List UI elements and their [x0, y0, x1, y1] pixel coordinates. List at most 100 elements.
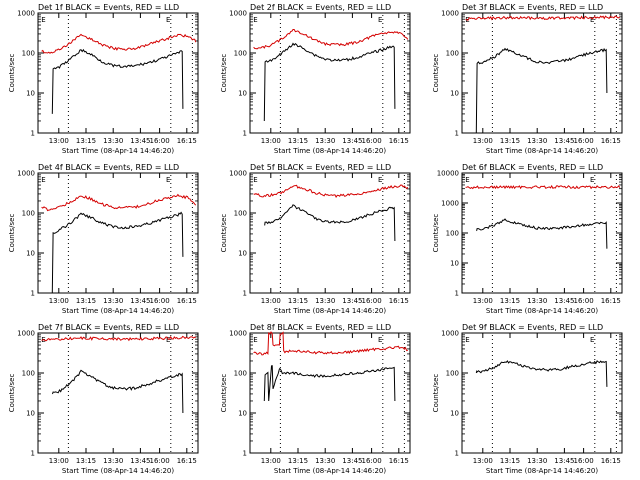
x-tick-label: 13:30: [103, 137, 123, 145]
x-tick-label: 13:15: [76, 137, 96, 145]
x-tick-label: 13:15: [288, 137, 308, 145]
lld-series-line: [253, 29, 409, 50]
y-tick-label: 10: [450, 260, 459, 268]
x-tick-label: 13:45: [342, 137, 362, 145]
x-tick-label: 13:00: [473, 137, 493, 145]
plot-frame: [249, 12, 411, 134]
x-tick-label: 13:00: [473, 457, 493, 465]
panel-title: Det 3f BLACK = Events, RED = LLD: [462, 3, 603, 12]
x-axis-label: Start Time (08-Apr-14 14:46:20): [486, 147, 598, 155]
y-tick-label: 10: [238, 250, 247, 258]
y-axis-label: Counts/sec: [220, 54, 228, 93]
y-tick-label: 100: [22, 370, 35, 378]
y-tick-label: 10: [238, 90, 247, 98]
panel-title: Det 2f BLACK = Events, RED = LLD: [250, 3, 391, 12]
panel-6: Det 6f BLACK = Events, RED = LLD Counts/s…: [432, 163, 623, 315]
y-tick-label: 1000: [229, 170, 247, 178]
x-tick-label: 13:45: [130, 297, 150, 305]
panel-title: Det 7f BLACK = Events, RED = LLD: [38, 323, 179, 332]
x-tick-label: 13:15: [500, 137, 520, 145]
x-tick-label: 16:15: [177, 457, 197, 465]
events-series-line: [264, 204, 396, 242]
x-tick-label: 16:15: [601, 297, 621, 305]
e-marker: E: [378, 16, 382, 24]
plot-frame: [249, 172, 411, 294]
x-tick-label: 13:30: [103, 297, 123, 305]
x-tick-label: 16:00: [362, 137, 382, 145]
x-axis-label: Start Time (08-Apr-14 14:46:20): [62, 307, 174, 315]
x-tick-label: 16:15: [601, 457, 621, 465]
x-tick-label: 16:00: [574, 137, 594, 145]
panel-1: Det 1f BLACK = Events, RED = LLD Counts/s…: [8, 3, 199, 155]
y-tick-label: 1000: [441, 200, 459, 208]
y-tick-label: 100: [234, 210, 247, 218]
e-marker: E: [378, 336, 382, 344]
x-tick-label: 13:15: [288, 457, 308, 465]
lld-series-line: [253, 184, 409, 198]
y-tick-label: 100: [234, 50, 247, 58]
panel-9: Det 9f BLACK = Events, RED = LLD Counts/s…: [432, 323, 623, 475]
x-tick-label: 16:00: [574, 457, 594, 465]
x-tick-label: 16:00: [362, 457, 382, 465]
y-axis-label: Counts/sec: [220, 214, 228, 253]
x-tick-label: 13:00: [473, 297, 493, 305]
x-tick-label: 13:45: [130, 457, 150, 465]
y-tick-label: 10000: [437, 170, 459, 178]
y-tick-label: 1: [455, 290, 459, 298]
x-tick-label: 16:15: [389, 137, 409, 145]
y-axis-label: Counts/sec: [432, 374, 440, 413]
x-tick-label: 13:15: [76, 297, 96, 305]
plot-frame: [37, 12, 199, 134]
x-axis-label: Start Time (08-Apr-14 14:46:20): [486, 467, 598, 475]
panel-4: Det 4f BLACK = Events, RED = LLD Counts/s…: [8, 163, 199, 315]
x-tick-label: 13:45: [342, 457, 362, 465]
y-tick-label: 100: [446, 230, 459, 238]
y-tick-label: 1000: [17, 170, 35, 178]
panel-7: Det 7f BLACK = Events, RED = LLD Counts/s…: [8, 323, 199, 475]
e-marker: E: [41, 16, 45, 24]
y-tick-label: 1000: [441, 330, 459, 338]
events-series-line: [51, 369, 184, 414]
y-tick-label: 100: [446, 370, 459, 378]
x-tick-label: 13:00: [49, 457, 69, 465]
events-series-line: [476, 218, 608, 249]
x-tick-label: 16:00: [150, 297, 170, 305]
y-axis-label: Counts/sec: [8, 374, 16, 413]
lld-series-line: [41, 335, 196, 342]
plot-frame: [461, 332, 623, 454]
x-axis-label: Start Time (08-Apr-14 14:46:20): [486, 307, 598, 315]
events-series-line: [263, 365, 396, 402]
y-axis-label: Counts/sec: [8, 214, 16, 253]
x-tick-label: 13:00: [261, 457, 281, 465]
y-tick-label: 1: [455, 130, 459, 138]
x-tick-label: 13:30: [315, 137, 335, 145]
x-tick-label: 13:30: [315, 457, 335, 465]
lld-series-line: [41, 193, 197, 212]
x-tick-label: 13:30: [527, 297, 547, 305]
x-tick-label: 13:45: [554, 297, 574, 305]
y-tick-label: 1000: [441, 10, 459, 18]
x-axis-label: Start Time (08-Apr-14 14:46:20): [62, 147, 174, 155]
plot-frame: [37, 172, 199, 294]
e-marker: E: [166, 176, 170, 184]
y-tick-label: 1000: [17, 10, 35, 18]
panel-title: Det 6f BLACK = Events, RED = LLD: [462, 163, 603, 172]
panel-title: Det 1f BLACK = Events, RED = LLD: [38, 3, 179, 12]
y-tick-label: 100: [234, 370, 247, 378]
x-tick-label: 13:30: [527, 457, 547, 465]
y-tick-label: 100: [22, 210, 35, 218]
x-axis-label: Start Time (08-Apr-14 14:46:20): [274, 307, 386, 315]
x-tick-label: 13:45: [130, 137, 150, 145]
y-tick-label: 10: [450, 410, 459, 418]
panel-title: Det 8f BLACK = Events, RED = LLD: [250, 323, 391, 332]
x-tick-label: 13:00: [261, 297, 281, 305]
y-tick-label: 1000: [229, 330, 247, 338]
e-marker: E: [590, 176, 594, 184]
lld-series-line: [253, 331, 408, 356]
events-series-line: [475, 360, 608, 387]
x-tick-label: 13:45: [554, 457, 574, 465]
x-tick-label: 13:15: [288, 297, 308, 305]
x-tick-label: 13:30: [527, 137, 547, 145]
x-tick-label: 16:15: [389, 297, 409, 305]
